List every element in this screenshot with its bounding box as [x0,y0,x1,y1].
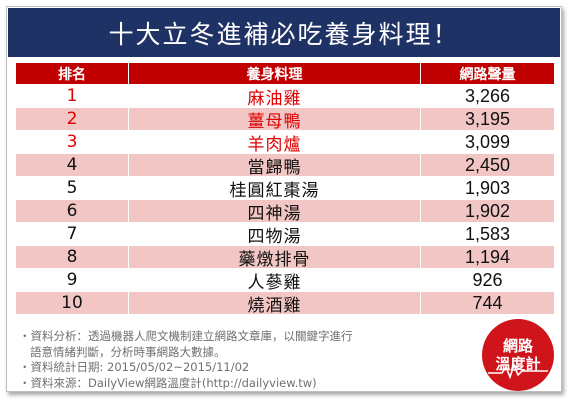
volume-cell: 3,099 [420,131,554,153]
note-period: ・資料統計日期: 2015/05/02~2015/11/02 [19,360,250,374]
rank-cell: 8 [66,247,78,267]
note-source: ・資料來源：DailyView網路溫度計(http://dailyview.tw… [19,375,317,390]
dish-cell: 藥燉排骨 [128,246,420,270]
volume-cell: 1,903 [420,177,554,199]
volume-cell: 3,195 [420,108,554,130]
rank-cell: 4 [66,155,78,175]
note-analysis-continued: 語意情緒判斷，分析時事網路大數據。 [30,344,226,359]
rank-cell: 5 [66,178,78,198]
volume-cell: 1,902 [420,200,554,222]
dish-cell: 四神湯 [128,200,420,224]
rank-cell: 7 [66,224,78,244]
rank-cell: 2 [66,109,78,129]
table-row: 4 當歸鴨 2,450 [16,154,554,178]
rank-cell: 9 [66,270,78,290]
volume-cell: 1,194 [420,246,554,268]
logo-line-1: 網路 [502,337,533,355]
header-dish: 養身料理 [128,63,420,84]
volume-cell: 2,450 [420,154,554,176]
table-row: 10 燒酒雞 744 [16,292,554,316]
ranking-card: 十大立冬進補必吃養身料理！ 排名 養身料理 網路聲量 1 麻油雞 3,266 2… [6,6,562,392]
table-row: 9 人蔘雞 926 [16,269,554,293]
table-row: 8 藥燉排骨 1,194 [16,246,554,270]
table-row: 5 桂圓紅棗湯 1,903 [16,177,554,201]
table-row: 3 羊肉爐 3,099 [16,131,554,155]
dish-cell: 桂圓紅棗湯 [128,177,420,201]
table-row: 1 麻油雞 3,266 [16,85,554,109]
footnotes: ・資料分析：透過機器人爬文機制建立網路文章庫，以關鍵字進行 語意情緒判斷，分析時… [19,329,459,391]
table-row: 7 四物湯 1,583 [16,223,554,247]
volume-cell: 926 [420,269,554,291]
dish-cell: 四物湯 [128,223,420,247]
rank-cell: 3 [66,132,78,152]
header-rank: 排名 [58,66,86,83]
dish-cell: 當歸鴨 [128,154,420,178]
volume-cell: 3,266 [420,85,554,107]
volume-cell: 1,583 [420,223,554,245]
dish-cell: 人蔘雞 [128,269,420,293]
dish-cell: 薑母鴨 [128,108,420,132]
rank-cell: 10 [61,293,83,313]
rank-cell: 6 [66,201,78,221]
dailyview-logo: 網路 溫度計 [482,319,554,391]
pulse-wave-icon [488,363,548,379]
table-row: 2 薑母鴨 3,195 [16,108,554,132]
page-title: 十大立冬進補必吃養身料理！ [8,8,560,57]
ranking-table: 排名 養身料理 網路聲量 1 麻油雞 3,266 2 薑母鴨 3,195 3 羊… [16,63,554,316]
dish-cell: 羊肉爐 [128,131,420,155]
rank-cell: 1 [66,86,78,106]
dish-cell: 燒酒雞 [128,292,420,316]
dish-cell: 麻油雞 [128,85,420,109]
note-analysis: ・資料分析：透過機器人爬文機制建立網路文章庫，以關鍵字進行 [19,329,353,343]
volume-cell: 744 [420,292,554,314]
header-volume: 網路聲量 [420,63,554,84]
table-row: 6 四神湯 1,902 [16,200,554,224]
table-header-row: 排名 養身料理 網路聲量 [16,63,554,85]
